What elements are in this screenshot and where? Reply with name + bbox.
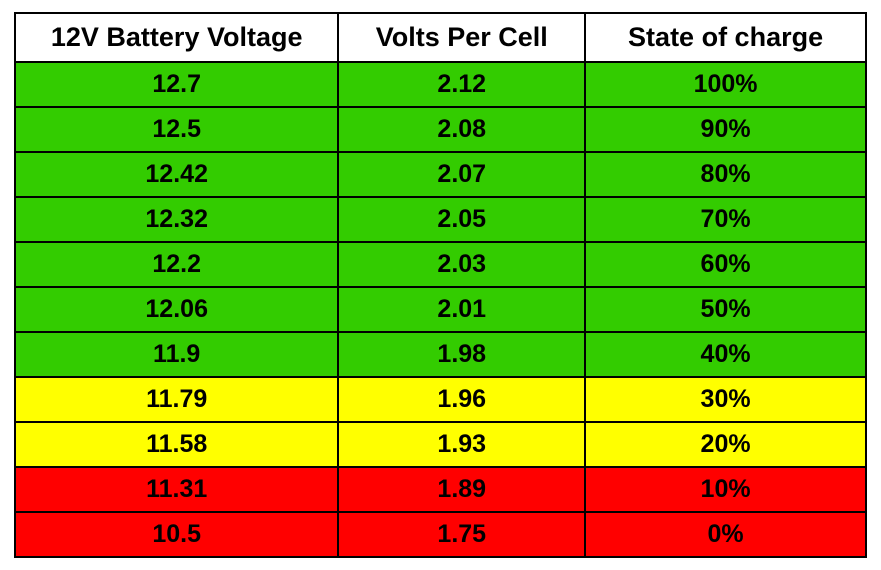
cell-vpc: 1.75 — [338, 512, 585, 557]
cell-vpc: 2.07 — [338, 152, 585, 197]
cell-vpc: 1.96 — [338, 377, 585, 422]
table-header-row: 12V Battery Voltage Volts Per Cell State… — [15, 13, 866, 62]
cell-vpc: 2.12 — [338, 62, 585, 107]
table-row: 10.5 1.75 0% — [15, 512, 866, 557]
cell-voltage: 11.31 — [15, 467, 338, 512]
table-row: 11.9 1.98 40% — [15, 332, 866, 377]
cell-soc: 10% — [585, 467, 866, 512]
cell-vpc: 1.89 — [338, 467, 585, 512]
cell-soc: 100% — [585, 62, 866, 107]
table-row: 11.79 1.96 30% — [15, 377, 866, 422]
table-row: 12.42 2.07 80% — [15, 152, 866, 197]
cell-vpc: 2.03 — [338, 242, 585, 287]
cell-soc: 40% — [585, 332, 866, 377]
table-row: 12.06 2.01 50% — [15, 287, 866, 332]
table-row: 11.58 1.93 20% — [15, 422, 866, 467]
table-row: 12.2 2.03 60% — [15, 242, 866, 287]
cell-vpc: 1.98 — [338, 332, 585, 377]
table-row: 12.32 2.05 70% — [15, 197, 866, 242]
cell-voltage: 11.9 — [15, 332, 338, 377]
cell-soc: 50% — [585, 287, 866, 332]
cell-voltage: 12.42 — [15, 152, 338, 197]
cell-vpc: 2.01 — [338, 287, 585, 332]
cell-voltage: 12.7 — [15, 62, 338, 107]
cell-soc: 20% — [585, 422, 866, 467]
cell-voltage: 10.5 — [15, 512, 338, 557]
cell-soc: 0% — [585, 512, 866, 557]
table-row: 12.7 2.12 100% — [15, 62, 866, 107]
cell-vpc: 2.05 — [338, 197, 585, 242]
cell-voltage: 12.5 — [15, 107, 338, 152]
cell-soc: 80% — [585, 152, 866, 197]
col-header-voltage: 12V Battery Voltage — [15, 13, 338, 62]
cell-voltage: 11.58 — [15, 422, 338, 467]
cell-vpc: 1.93 — [338, 422, 585, 467]
cell-soc: 70% — [585, 197, 866, 242]
cell-voltage: 12.32 — [15, 197, 338, 242]
cell-soc: 30% — [585, 377, 866, 422]
battery-voltage-table: 12V Battery Voltage Volts Per Cell State… — [14, 12, 867, 558]
table-row: 12.5 2.08 90% — [15, 107, 866, 152]
cell-vpc: 2.08 — [338, 107, 585, 152]
col-header-state-of-charge: State of charge — [585, 13, 866, 62]
cell-voltage: 12.06 — [15, 287, 338, 332]
cell-voltage: 12.2 — [15, 242, 338, 287]
cell-soc: 60% — [585, 242, 866, 287]
col-header-volts-per-cell: Volts Per Cell — [338, 13, 585, 62]
cell-soc: 90% — [585, 107, 866, 152]
table-row: 11.31 1.89 10% — [15, 467, 866, 512]
table-container: 12V Battery Voltage Volts Per Cell State… — [0, 0, 881, 570]
cell-voltage: 11.79 — [15, 377, 338, 422]
